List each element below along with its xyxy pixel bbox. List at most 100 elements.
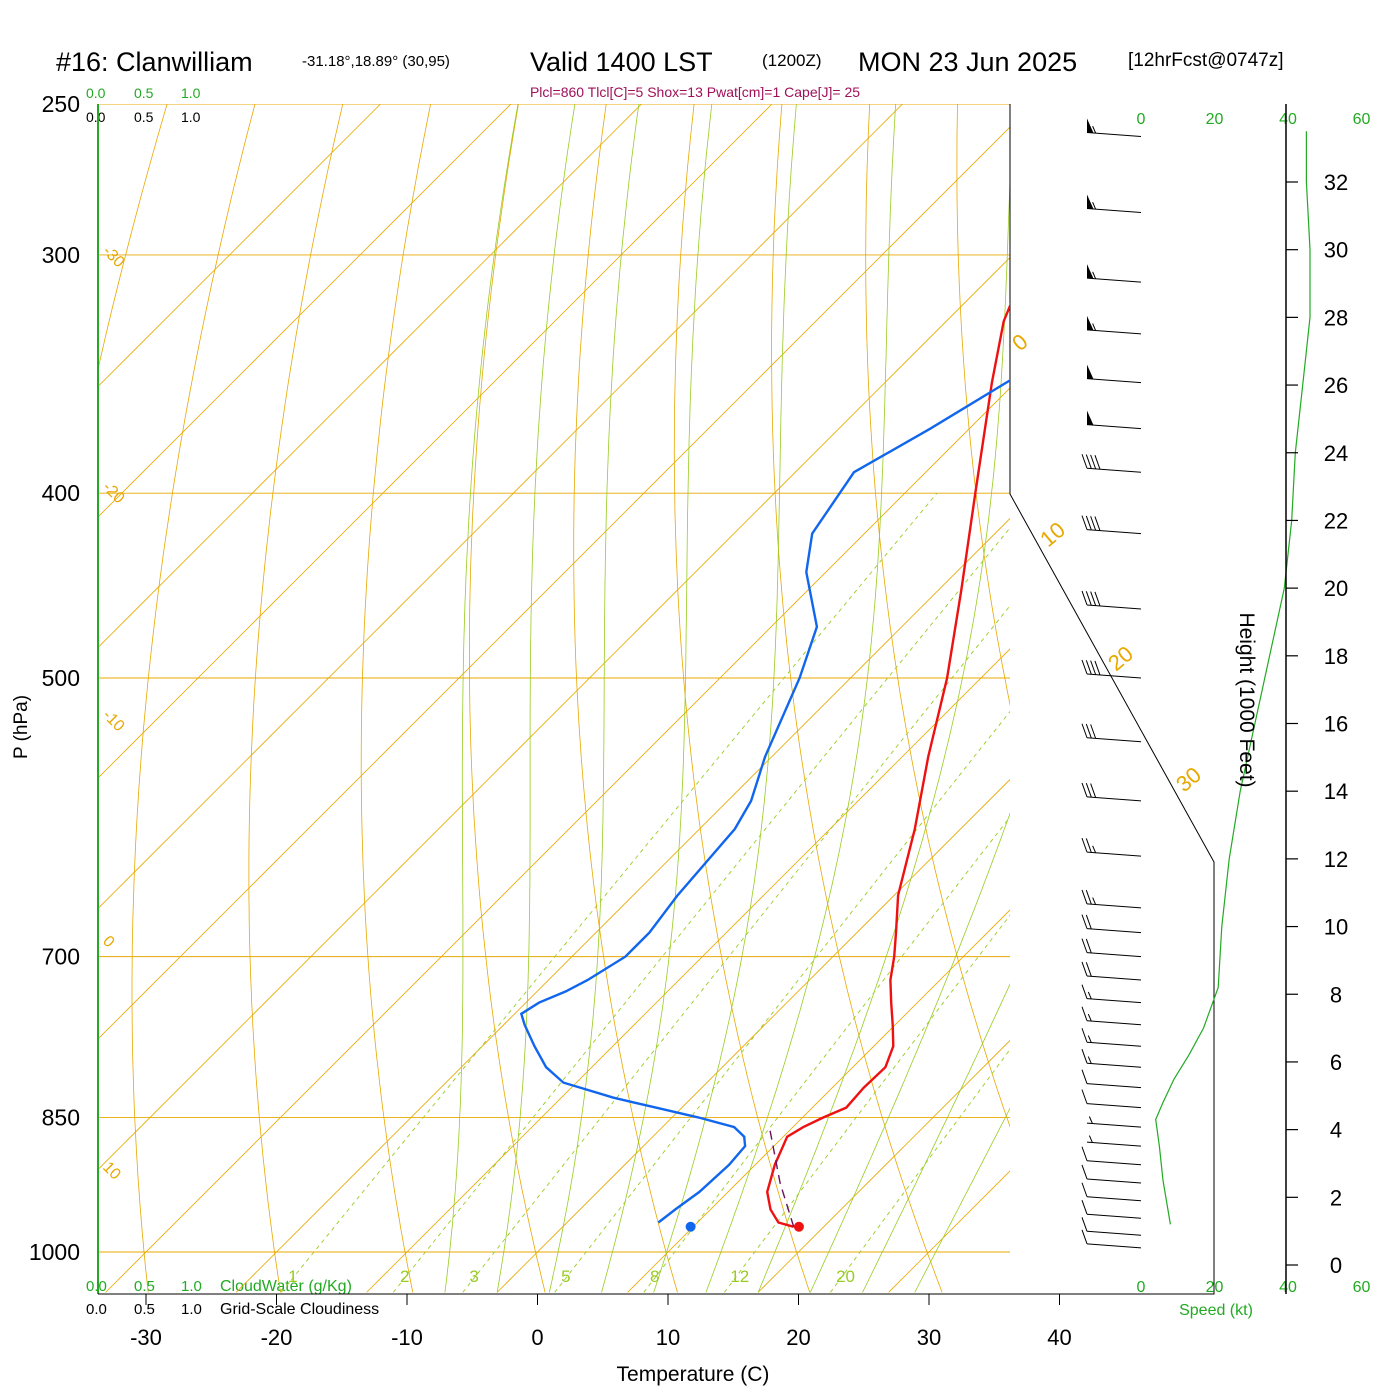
wind-barb-full xyxy=(1085,454,1092,469)
moist-adiabat xyxy=(705,104,897,1293)
wind-barb xyxy=(1081,1069,1142,1089)
mixing-ratio-line xyxy=(462,605,1010,1293)
wind-barb-staff xyxy=(1086,329,1142,335)
height-label: 12 xyxy=(1324,847,1348,872)
wind-barb-staff xyxy=(1086,1213,1142,1219)
speed-tick-top: 40 xyxy=(1279,111,1297,128)
wind-barb-full xyxy=(1090,724,1097,739)
wind-barb-full xyxy=(1090,516,1097,531)
wind-barb-staff xyxy=(1086,529,1142,535)
wind-barb-half xyxy=(1087,1056,1092,1064)
isotherm xyxy=(98,104,382,388)
dry-adiabat xyxy=(1045,70,1339,1292)
isotherm xyxy=(235,517,1010,1293)
wind-barb-half xyxy=(1092,323,1097,331)
station-coords: -31.18°,18.89° (30,95) xyxy=(302,53,450,70)
sounding-params: Plcl=860 Tlcl[C]=5 Shox=13 Pwat[cm]=1 Ca… xyxy=(530,84,860,100)
dry-adiabat xyxy=(865,104,1010,1128)
dewpoint-profile xyxy=(519,378,1010,1224)
left-line-label: 10 xyxy=(99,1159,124,1184)
wind-barb xyxy=(1086,1135,1142,1147)
wind-barb-full xyxy=(1081,1164,1088,1180)
valid-time: Valid 1400 LST xyxy=(530,47,713,77)
pressure-label: 700 xyxy=(42,944,80,970)
wind-barb-full xyxy=(1081,1217,1088,1232)
wind-barb xyxy=(1081,961,1142,981)
mixing-ratio-label: 8 xyxy=(650,1267,659,1286)
mixing-ratio-line xyxy=(554,710,1010,1293)
isotherm xyxy=(98,104,904,910)
height-label: 10 xyxy=(1324,915,1348,940)
background-lines: 1 2 3 5 8 12 20 xyxy=(98,70,1400,1293)
isotherm xyxy=(98,104,643,649)
wind-barb xyxy=(1081,782,1142,802)
mixing-ratio-label: 1 xyxy=(288,1267,297,1286)
wind-barb-full xyxy=(1085,838,1092,853)
wind-barb-full xyxy=(1081,782,1088,798)
cloudwater-scale-bottom-2: 1.0 xyxy=(181,1278,202,1295)
height-label: 28 xyxy=(1324,305,1348,330)
height-axis-title: Height (1000 Feet) xyxy=(1235,612,1258,787)
wind-barb-full xyxy=(1081,914,1088,929)
mixing-ratio-label: 3 xyxy=(469,1267,478,1286)
height-label: 30 xyxy=(1324,238,1348,263)
wind-barb-staff xyxy=(1086,673,1142,679)
wind-barb-half xyxy=(1087,991,1092,1000)
speed-tick-top: 60 xyxy=(1353,111,1371,128)
wind-barb-staff xyxy=(1086,424,1142,430)
dry-adiabat xyxy=(98,104,168,372)
wind-barb-staff xyxy=(1086,851,1142,857)
wind-barb xyxy=(1081,1006,1142,1026)
wind-barb-full xyxy=(1081,984,1088,999)
isotherm xyxy=(105,387,1010,1293)
wind-barb-staff xyxy=(1086,1041,1142,1047)
dry-adiabat xyxy=(1132,70,1400,1292)
height-label: 32 xyxy=(1324,170,1348,195)
cloudiness-label: Grid-Scale Cloudiness xyxy=(220,1301,379,1318)
wind-barb-half xyxy=(1092,201,1097,210)
height-label: 4 xyxy=(1330,1118,1342,1143)
temperature-profile xyxy=(765,302,1010,1228)
left-line-label: 0 xyxy=(99,933,117,951)
isotherm xyxy=(98,104,773,779)
wind-barb-flag xyxy=(1087,118,1094,133)
wind-barb-staff xyxy=(1086,1083,1142,1089)
wind-barb-half xyxy=(1087,1035,1092,1043)
height-label: 20 xyxy=(1324,576,1348,601)
wind-barb xyxy=(1081,1049,1142,1068)
wind-barb-full xyxy=(1081,515,1088,530)
wind-barb xyxy=(1081,1217,1142,1236)
wind-barb-full xyxy=(1081,1049,1088,1064)
wind-barb-half xyxy=(1092,897,1097,905)
wind-barb-full xyxy=(1081,1089,1088,1104)
mixing-ratio-label: 12 xyxy=(730,1267,749,1286)
cloudwater-label: CloudWater (g/Kg) xyxy=(220,1278,352,1295)
x-tick-label: -10 xyxy=(391,1325,423,1350)
moist-adiabat xyxy=(653,104,797,1293)
forecast-info: [12hrFcst@0747z] xyxy=(1128,50,1284,71)
dry-adiabat xyxy=(956,104,1010,707)
wind-barb-full xyxy=(1090,454,1097,470)
speed-tick-bottom: 60 xyxy=(1353,1279,1371,1296)
x-tick-label: -30 xyxy=(130,1325,162,1350)
cloud-scale-top: 0.0 0.5 1.0 0.0 0.5 1.0 xyxy=(86,85,201,125)
wind-barb-staff xyxy=(1086,1160,1142,1166)
height-label: 6 xyxy=(1330,1050,1342,1075)
wind-barb-full xyxy=(1081,889,1088,905)
wind-barb-staff xyxy=(1086,952,1142,958)
wind-barb-half xyxy=(1092,271,1097,279)
wind-barb-full xyxy=(1081,1146,1088,1161)
pressure-label: 850 xyxy=(42,1104,80,1130)
left-line-label: -10 xyxy=(99,707,127,735)
speed-axis-title: Speed (kt) xyxy=(1179,1302,1253,1319)
height-label: 2 xyxy=(1330,1185,1342,1210)
cloudwater-scale-bottom-0: 0.0 xyxy=(86,1278,107,1295)
wind-barb-half xyxy=(1088,1116,1093,1124)
wind-barb xyxy=(1086,264,1142,283)
parcel-profile xyxy=(768,1126,795,1228)
wind-barb-full xyxy=(1094,591,1101,607)
isotherm xyxy=(1150,70,1400,1292)
x-tick-label: 0 xyxy=(531,1325,543,1350)
moist-adiabat xyxy=(862,983,1010,1293)
